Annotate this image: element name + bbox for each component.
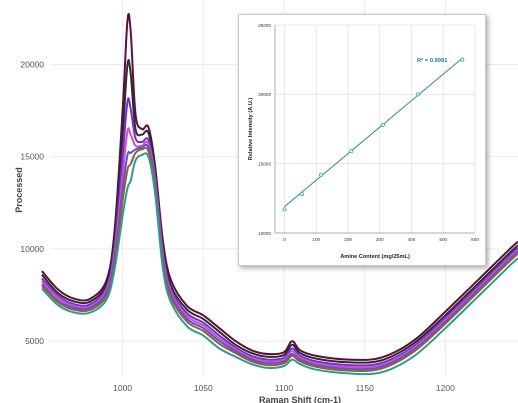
inset-x-tick-label: 100 [312,237,320,242]
y-tick-label: 10000 [20,244,44,254]
inset-y-tick-label: 25000 [258,23,271,28]
y-axis-title: Processed [14,167,24,213]
data-point-7 [460,57,465,62]
y-tick-label: 15000 [20,152,44,162]
x-tick-label: 1000 [113,383,132,393]
calibration-inset: 0 100 200 300 400 500 600 10000 15000 20000 25000 R… [238,14,486,266]
inset-y-axis-title: Relative Intensity (A.U.) [248,98,254,161]
y-tick-label: 5000 [25,336,44,346]
inset-x-tick-label: 300 [376,237,384,242]
data-point-2 [299,192,304,197]
inset-x-tick-label: 600 [471,237,479,242]
data-point-1 [282,207,287,212]
data-point-4 [349,149,354,154]
x-tick-label: 1100 [275,383,294,393]
data-point-6 [415,92,420,97]
fit-line [284,57,463,208]
inset-y-tick-label: 15000 [258,161,271,166]
data-point-5 [380,122,385,127]
inset-x-tick-label: 500 [439,237,447,242]
inset-y-tick-label: 10000 [258,231,271,236]
data-point-3 [319,172,324,177]
x-tick-label: 1150 [356,383,375,393]
spectrum-line-7 [41,152,518,376]
inset-x-tick-label: 400 [408,237,416,242]
inset-y-tick-label: 20000 [258,92,271,97]
inset-x-axis-title: Amine Content (mg/25mL) [340,254,410,260]
inset-x-tick-label: 0 [283,237,286,242]
series-group [41,12,518,376]
x-axis-title: Raman Shift (cm-1) [259,395,341,403]
x-tick-label: 1050 [194,383,213,393]
y-tick-label: 20000 [20,60,44,70]
inset-x-tick-label: 200 [344,237,352,242]
x-tick-label: 1200 [436,383,455,393]
r-squared-label: R² = 0.9991 [417,57,448,64]
calibration-chart: 0 100 200 300 400 500 600 10000 15000 20000 25000 R… [248,23,479,260]
